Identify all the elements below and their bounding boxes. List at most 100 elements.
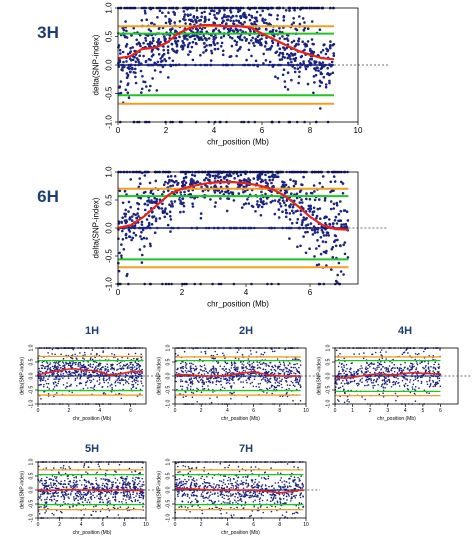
snp-point <box>64 387 67 389</box>
snp-point <box>156 15 159 19</box>
snp-point <box>232 172 235 175</box>
snp-point <box>137 58 140 62</box>
snp-point <box>273 199 277 202</box>
snp-point <box>62 377 64 379</box>
snp-point <box>341 368 344 371</box>
snp-point <box>239 45 242 49</box>
snp-point <box>370 379 373 382</box>
snp-point <box>207 37 211 40</box>
snp-point <box>221 53 225 57</box>
snp-point <box>266 171 270 174</box>
snp-point <box>282 14 286 18</box>
snp-point <box>248 18 252 22</box>
snp-point <box>283 56 287 59</box>
snp-point <box>176 183 179 186</box>
snp-point <box>221 49 225 53</box>
snp-point <box>297 381 300 384</box>
snp-point <box>216 353 218 356</box>
snp-point <box>160 207 164 210</box>
snp-point <box>189 181 193 185</box>
snp-point <box>332 175 336 178</box>
snp-point <box>434 361 437 364</box>
snp-point <box>130 376 132 379</box>
snp-point <box>198 19 201 22</box>
snp-point <box>42 365 45 367</box>
snp-point <box>289 384 291 387</box>
snp-point <box>128 367 130 369</box>
snp-point <box>131 369 133 371</box>
snp-point <box>167 189 170 192</box>
snp-point <box>143 208 147 212</box>
snp-point <box>203 382 205 384</box>
snp-point <box>244 39 248 42</box>
snp-point <box>335 349 338 352</box>
snp-point <box>281 386 283 389</box>
snp-point <box>184 366 187 368</box>
snp-point <box>403 385 406 388</box>
snp-point <box>224 190 227 194</box>
snp-point <box>302 62 306 65</box>
snp-point <box>293 67 297 70</box>
snp-point <box>181 183 185 187</box>
snp-point <box>299 62 302 65</box>
snp-point <box>71 357 74 360</box>
snp-point <box>367 384 370 386</box>
snp-point <box>175 30 178 34</box>
snp-point <box>241 23 245 26</box>
snp-point <box>323 43 326 46</box>
snp-point <box>258 361 261 364</box>
snp-point <box>79 493 81 496</box>
snp-point <box>191 20 195 23</box>
snp-point <box>118 362 120 365</box>
snp-point <box>213 377 215 380</box>
snp-point <box>303 21 306 24</box>
snp-point <box>291 205 295 209</box>
snp-point <box>82 364 84 367</box>
snp-point <box>64 371 67 373</box>
snp-point <box>310 20 314 23</box>
snp-point <box>288 212 292 215</box>
snp-point <box>281 183 285 186</box>
snp-point <box>96 380 99 382</box>
snp-point <box>247 202 251 205</box>
snp-point <box>276 384 279 387</box>
snp-point <box>193 377 195 380</box>
x-tick-label: 10 <box>303 408 309 414</box>
snp-point <box>40 398 42 400</box>
snp-point <box>49 368 52 371</box>
snp-point <box>185 367 188 370</box>
y-tick-label: 0.5 <box>29 358 35 365</box>
snp-point <box>430 383 432 385</box>
snp-point <box>269 30 273 33</box>
snp-point <box>407 352 409 354</box>
snp-point <box>126 357 129 359</box>
snp-point <box>255 351 258 353</box>
snp-point <box>276 77 280 80</box>
snp-point <box>170 200 173 203</box>
snp-point <box>337 212 341 216</box>
snp-point <box>251 23 254 26</box>
snp-point <box>140 19 144 22</box>
snp-point <box>340 223 343 226</box>
snp-point <box>344 222 348 226</box>
snp-point <box>223 365 226 368</box>
snp-point <box>47 366 50 368</box>
snp-point <box>429 377 431 379</box>
snp-point <box>171 184 175 187</box>
snp-point <box>248 368 250 371</box>
snp-point <box>414 378 417 381</box>
snp-point <box>214 36 218 39</box>
x-tick-label: 2 <box>164 126 169 135</box>
snp-point <box>140 380 142 383</box>
snp-point <box>141 75 144 78</box>
snp-point <box>278 51 282 55</box>
snp-point <box>67 377 70 380</box>
snp-point <box>135 387 137 390</box>
snp-point <box>329 72 332 76</box>
snp-point <box>366 384 368 387</box>
snp-point <box>245 179 248 182</box>
snp-point <box>292 184 296 188</box>
snp-point <box>296 362 299 365</box>
snp-point <box>144 39 148 42</box>
snp-point <box>127 228 131 232</box>
